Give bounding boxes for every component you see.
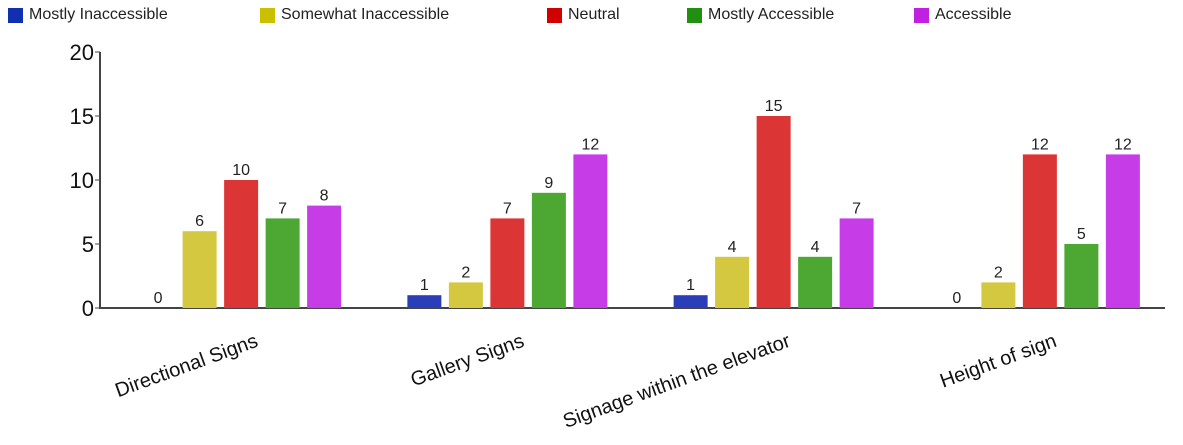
x-tick-label: Gallery Signs	[408, 330, 527, 391]
y-tick-label: 0	[82, 296, 94, 321]
bar	[448, 282, 483, 308]
legend-label: Mostly Accessible	[708, 6, 835, 23]
bar	[981, 282, 1016, 308]
data-label: 15	[765, 98, 783, 115]
data-label: 1	[686, 277, 695, 294]
bar	[573, 154, 608, 308]
data-label: 0	[154, 290, 163, 307]
legend-item-accessible[interactable]: Accessible	[914, 6, 1011, 24]
legend-item-mostly-accessible[interactable]: Mostly Accessible	[687, 6, 834, 24]
data-label: 12	[581, 136, 599, 153]
legend-swatch	[260, 7, 275, 23]
bar	[182, 231, 217, 308]
legend-label: Somewhat Inaccessible	[281, 6, 450, 23]
legend-label: Neutral	[568, 6, 620, 23]
legend-swatch	[8, 7, 23, 23]
bar	[1022, 154, 1057, 308]
legend-swatch	[547, 7, 562, 23]
bar	[715, 256, 750, 308]
y-tick-label: 10	[70, 168, 94, 193]
legend-label: Accessible	[935, 6, 1012, 23]
bar	[673, 295, 708, 308]
bar	[1105, 154, 1140, 308]
data-label: 6	[195, 213, 204, 230]
data-label: 5	[1077, 226, 1086, 243]
y-tick-label: 20	[70, 40, 94, 65]
bar	[307, 205, 342, 308]
data-label: 7	[852, 200, 861, 217]
x-tick-label: Directional Signs	[112, 330, 261, 402]
bar	[798, 256, 833, 308]
data-label: 8	[320, 188, 329, 205]
legend-item-neutral[interactable]: Neutral	[547, 6, 620, 24]
y-tick-label: 5	[82, 232, 94, 257]
data-label: 9	[544, 175, 553, 192]
data-label: 10	[232, 162, 250, 179]
x-tick-label: Height of sign	[937, 330, 1059, 393]
data-label: 4	[728, 239, 737, 256]
bar	[265, 218, 300, 308]
bar	[1064, 244, 1099, 308]
data-label: 0	[952, 290, 961, 307]
legend-label: Mostly Inaccessible	[29, 6, 168, 23]
legend-item-mostly-inaccessible[interactable]: Mostly Inaccessible	[8, 6, 168, 24]
data-label: 12	[1031, 136, 1049, 153]
bar	[407, 295, 442, 308]
bar	[224, 180, 259, 308]
data-label: 1	[420, 277, 429, 294]
legend-swatch	[687, 7, 702, 23]
bar	[490, 218, 525, 308]
data-label: 2	[994, 264, 1003, 281]
data-label: 2	[461, 264, 470, 281]
data-label: 7	[503, 200, 512, 217]
y-tick-label: 15	[70, 104, 94, 129]
bar	[531, 192, 566, 308]
bar	[756, 116, 791, 308]
bar	[839, 218, 874, 308]
data-label: 12	[1114, 136, 1132, 153]
x-tick-label: Signage within the elevator	[560, 330, 794, 433]
data-label: 4	[811, 239, 820, 256]
data-label: 7	[278, 200, 287, 217]
legend-swatch	[914, 7, 929, 23]
legend-item-somewhat-inaccessible[interactable]: Somewhat Inaccessible	[260, 6, 449, 24]
